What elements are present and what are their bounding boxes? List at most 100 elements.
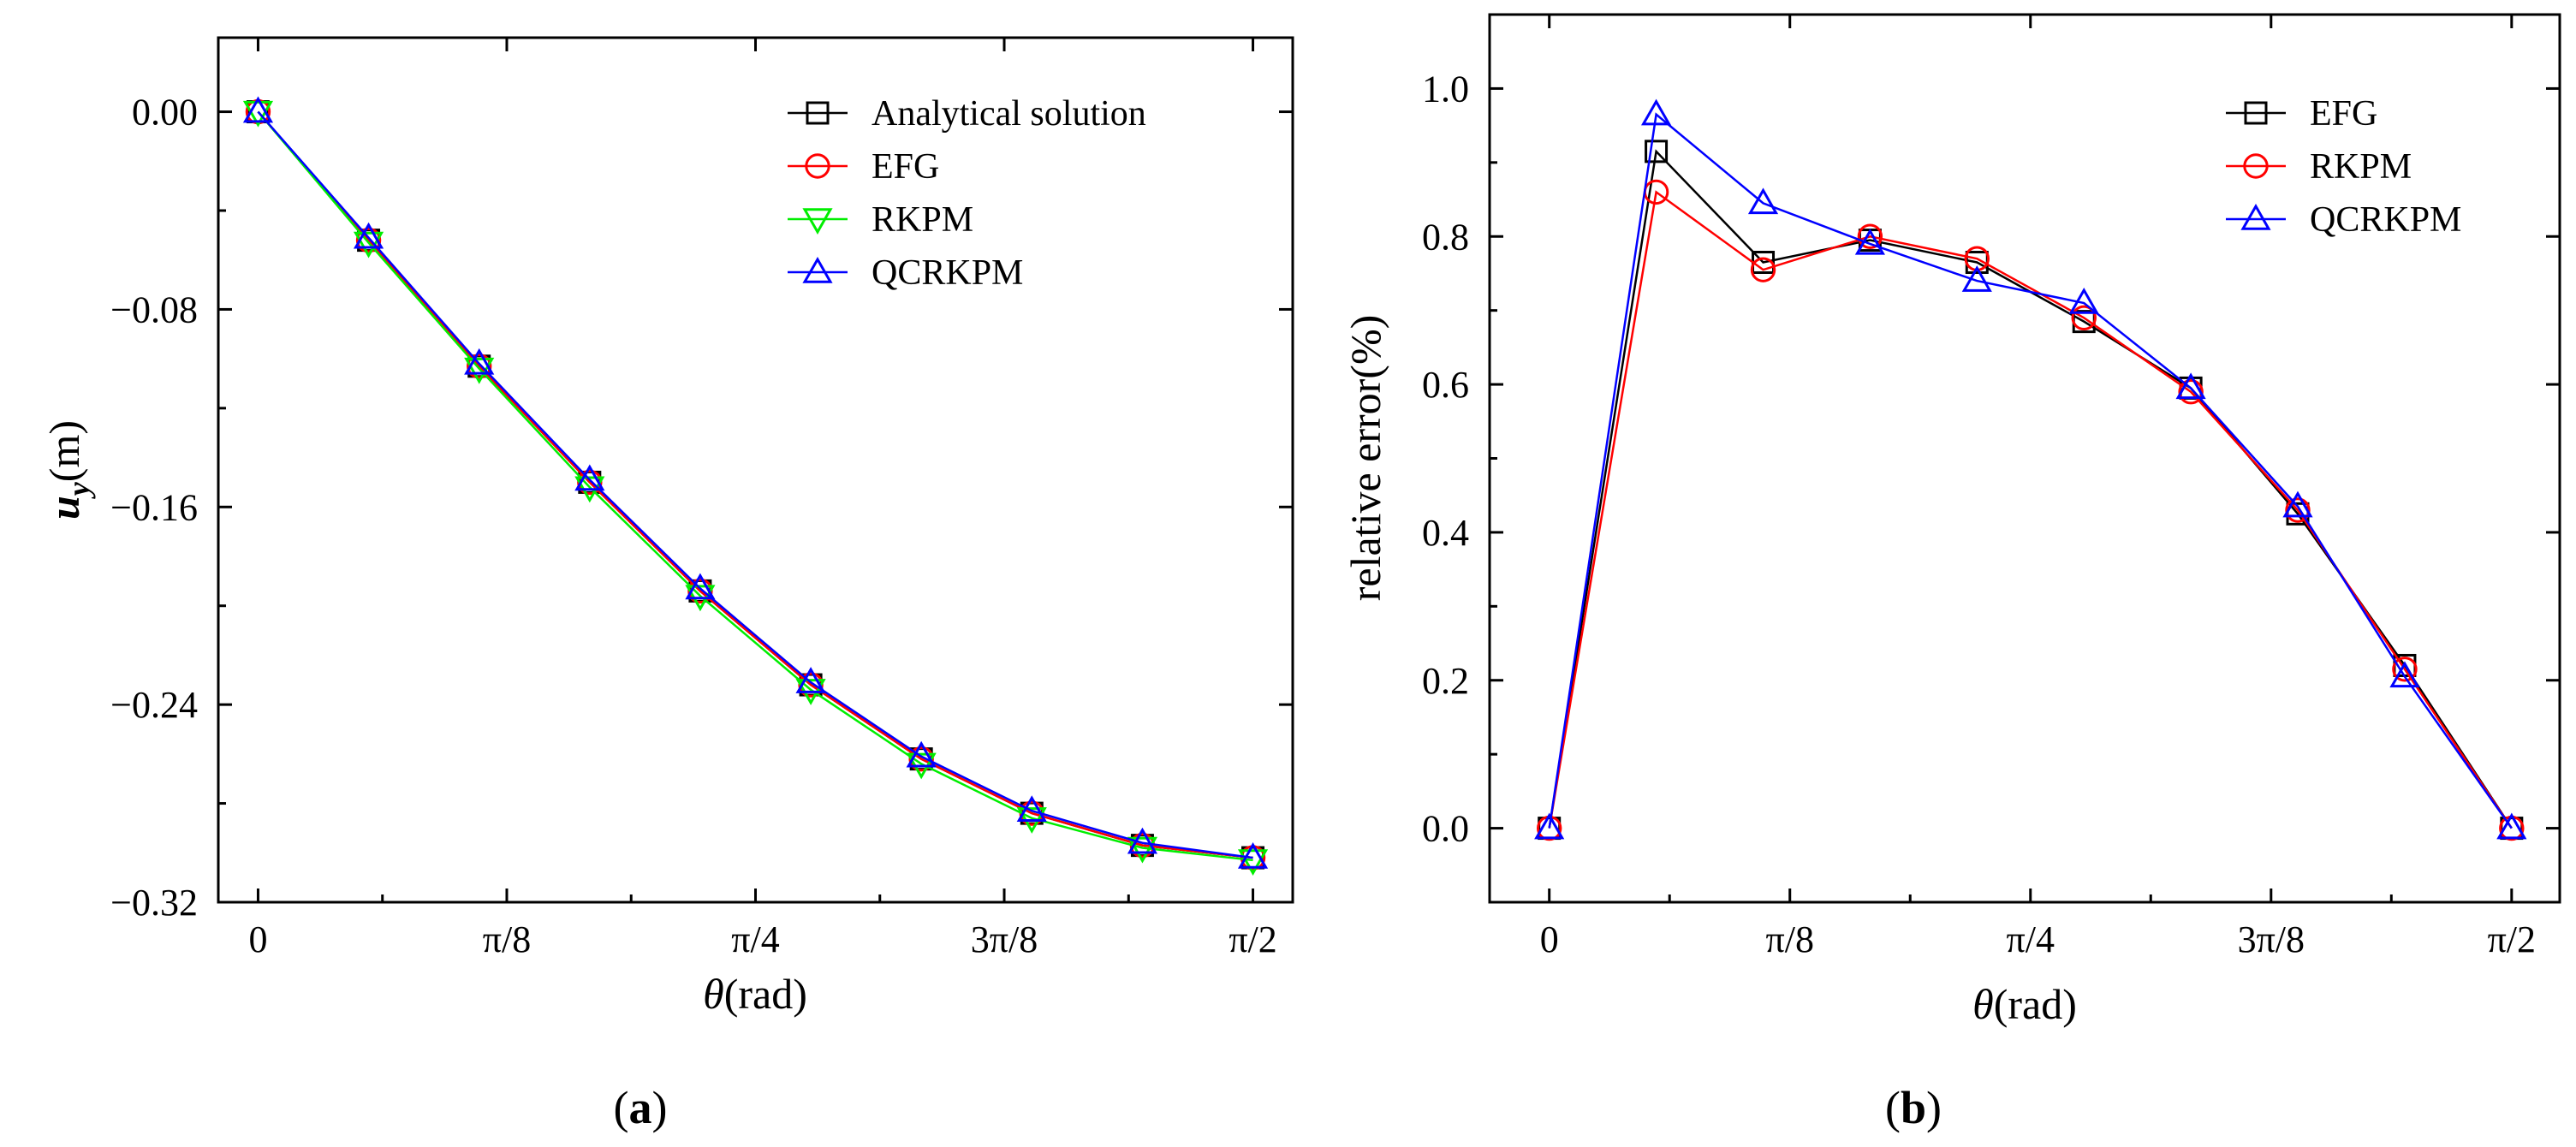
panel-a-point-qcrkpm: [1237, 842, 1269, 869]
panel-b-point-efg: [1645, 140, 1669, 163]
panel-b-legend-label: RKPM: [2310, 147, 2412, 187]
panel-a-point-qcrkpm: [242, 96, 274, 123]
panel-a-point-qcrkpm: [795, 667, 826, 693]
panel-b-legend-marker: [2243, 153, 2269, 179]
panel-b-ylabel: relative error(%): [1342, 315, 1389, 602]
panel-a-ylabel-sub: y: [62, 481, 96, 499]
panel-a-ylabel-unit: (m): [40, 420, 88, 482]
panel-b-frame: [1488, 13, 2561, 904]
panel-a-legend-marker: [806, 101, 830, 125]
panel-b-xtick-label: 0: [1540, 918, 1559, 960]
panel-a-ylabel-symbol: u: [40, 496, 88, 520]
panel-a-point-rkpm: [1237, 849, 1269, 876]
panel-b-xtick-label: π/2: [2488, 918, 2536, 960]
panel-b-ytick-label: 0.4: [1422, 512, 1469, 554]
panel-a-legend-marker: [802, 208, 833, 235]
panel-a-caption-letter: a: [629, 1082, 652, 1133]
panel-b-point-qcrkpm: [1534, 812, 1565, 840]
panel-b-caption: (b): [1885, 1082, 1942, 1133]
panel-a-series-line-qcrkpm: [257, 110, 1253, 859]
panel-b-legend-marker: [2240, 203, 2271, 230]
panel-b-xlabel-unit: (rad): [1994, 980, 2077, 1028]
panel-b-point-qcrkpm: [2068, 288, 2099, 314]
panel-b-point-qcrkpm: [1854, 228, 1885, 255]
panel-a-point-qcrkpm: [685, 573, 716, 600]
panel-b-legend-label: EFG: [2310, 94, 2377, 134]
panel-a-xlabel: θ(rad): [703, 970, 807, 1018]
panel-b-xtick-label: π/8: [1766, 918, 1814, 960]
panel-b-point-rkpm: [2285, 497, 2311, 523]
panel-b-point-qcrkpm: [2389, 661, 2420, 688]
panel-a-xtick-label: 0: [248, 918, 267, 960]
panel-b-point-rkpm: [1750, 257, 1776, 282]
panel-a-xlabel-symbol: θ: [703, 970, 724, 1018]
panel-a-legend-marker: [802, 256, 833, 283]
panel-a-point-qcrkpm: [906, 740, 937, 768]
panel-a-legend-label: Analytical solution: [872, 94, 1146, 134]
panel-a-xtick-label: 3π/8: [971, 918, 1038, 960]
panel-b-xtick-label: 3π/8: [2238, 918, 2305, 960]
panel-b-point-rkpm: [2071, 305, 2097, 331]
panel-a-ytick-label: −0.08: [110, 288, 198, 330]
panel-a-xlabel-unit: (rad): [724, 970, 807, 1018]
panel-a-point-efg: [355, 227, 382, 253]
panel-b-point-qcrkpm: [2496, 812, 2527, 840]
panel-b-caption-letter: b: [1901, 1082, 1926, 1133]
panel-b: 0 π/8 π/4 3π/8 π/2 0.0 0.2 0.4 0.6 0.8 1.0 EFG RKPM…: [1342, 13, 2561, 1133]
panel-a-ytick-label: −0.32: [110, 882, 198, 924]
panel-a-xtick-label: π/4: [731, 918, 779, 960]
panel-a-ytick-label: 0.00: [132, 92, 198, 134]
panel-a: 0 π/8 π/4 3π/8 π/2 0.00 −0.08 −0.16 −0.24 −0.32 A…: [40, 36, 1294, 1133]
panel-b-ytick-label: 0.6: [1422, 364, 1469, 406]
panel-a-point-rkpm: [1127, 836, 1158, 864]
panel-a-ytick-label: −0.24: [110, 684, 198, 726]
panel-b-point-qcrkpm: [2175, 372, 2206, 400]
panel-b-point-qcrkpm: [1640, 98, 1672, 126]
panel-a-legend-label: QCRKPM: [872, 253, 1023, 293]
panel-b-caption-open: (: [1885, 1082, 1901, 1133]
panel-b-xtick-label: π/4: [2007, 918, 2055, 960]
panel-b-point-rkpm: [1857, 223, 1883, 249]
panel-a-ytick-label: −0.16: [110, 486, 198, 528]
panel-a-point-qcrkpm: [1016, 795, 1047, 822]
panel-a-xtick-label: π/8: [483, 918, 531, 960]
panel-a-legend-label: RKPM: [872, 200, 973, 240]
panel-b-point-qcrkpm: [1747, 187, 1779, 215]
panel-a-legend-label: EFG: [872, 147, 939, 187]
panel-b-point-rkpm: [2392, 657, 2418, 682]
panel-b-series-line-efg: [1548, 149, 2513, 829]
panel-a-caption-close: ): [652, 1082, 668, 1133]
panel-a-point-qcrkpm: [464, 348, 495, 375]
panel-a-caption: (a): [614, 1082, 668, 1133]
panel-b-point-qcrkpm: [2282, 490, 2313, 518]
panel-b-legend: EFG RKPM QCRKPM: [2226, 94, 2461, 240]
panel-a-point-qcrkpm: [353, 222, 384, 249]
panel-a-point-rkpm: [242, 100, 274, 128]
panel-a-caption-open: (: [614, 1082, 629, 1133]
panel-a-point-qcrkpm: [574, 464, 605, 491]
panel-a-point-qcrkpm: [1127, 827, 1158, 854]
panel-a-legend: Analytical solution EFG RKPM QCRKPM: [788, 94, 1146, 293]
panel-b-ytick-label: 0.8: [1422, 216, 1469, 258]
panel-a-ylabel: uy(m): [40, 420, 96, 520]
panel-b-ytick-label: 1.0: [1422, 68, 1469, 110]
panel-b-ytick-label: 0.0: [1422, 808, 1469, 850]
panel-b-point-qcrkpm: [1961, 265, 1992, 292]
panel-a-series-line-analytical-solution: [257, 110, 1253, 859]
panel-a-legend-marker: [805, 153, 830, 179]
panel-b-ticks: 0 π/8 π/4 3π/8 π/2 0.0 0.2 0.4 0.6 0.8 1.0: [1422, 15, 2560, 960]
panel-b-series-line-qcrkpm: [1548, 112, 2513, 829]
panel-a-frame: [217, 36, 1294, 904]
panel-a-series: [242, 96, 1269, 876]
panel-b-legend-marker: [2244, 101, 2268, 125]
panel-a-ticks: 0 π/8 π/4 3π/8 π/2 0.00 −0.08 −0.16 −0.24 −0.32: [110, 38, 1293, 960]
panel-b-xlabel: θ(rad): [1972, 980, 2077, 1028]
panel-b-series-line-rkpm: [1548, 190, 2513, 829]
panel-b-series: [1534, 98, 2527, 841]
panel-a-xtick-label: π/2: [1229, 918, 1276, 960]
panel-a-series-line-efg: [257, 110, 1253, 859]
panel-b-ytick-label: 0.2: [1422, 660, 1469, 702]
panel-a-series-line-rkpm: [257, 110, 1253, 862]
panel-b-legend-label: QCRKPM: [2310, 200, 2461, 240]
